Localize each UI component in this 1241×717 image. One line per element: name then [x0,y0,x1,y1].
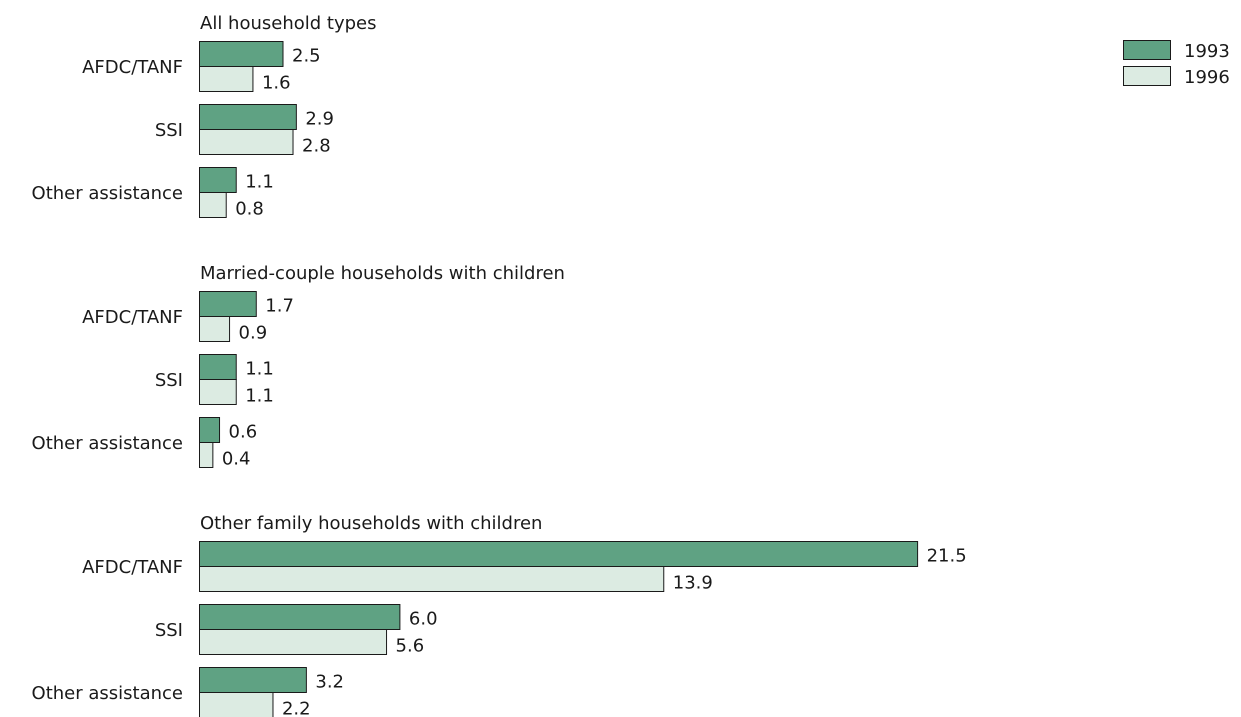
bar-1996 [199,692,274,717]
bar-1993 [199,291,257,317]
legend: 1993 1996 [1123,40,1230,88]
panel-title: Married-couple households with children [200,263,565,284]
data-label: 3.2 [315,672,344,693]
chart-panel: Married-couple households with children A… [32,263,565,470]
chart-panel: Other family households with children AFD… [32,513,967,717]
data-label: 2.2 [282,699,311,717]
data-label: 2.5 [292,46,321,67]
chart-panels: All household types AFDC/TANF 2.51.6 SSI 2.9… [32,13,967,717]
legend-swatch-1993 [1123,40,1171,60]
bar-1993 [199,417,221,443]
legend-label: 1993 [1184,41,1230,62]
bar-1993 [199,541,919,567]
bar-1996 [199,192,227,218]
category-label: SSI [155,120,183,141]
data-label: 0.6 [229,422,258,443]
data-label: 1.1 [245,386,274,407]
data-label: 13.9 [673,573,713,594]
bar-1993 [199,167,237,193]
bar-1993 [199,354,237,380]
bar-1996 [199,316,231,342]
legend-swatch-1996 [1123,66,1171,86]
category-label: AFDC/TANF [82,557,183,578]
data-label: 1.7 [265,296,294,317]
data-label: 21.5 [927,546,967,567]
data-label: 0.9 [239,323,268,344]
bar-1996 [199,129,294,155]
category-label: AFDC/TANF [82,307,183,328]
bar-1996 [199,629,388,655]
bar-1996 [199,379,237,405]
bar-1993 [199,104,297,130]
category-label: Other assistance [32,433,183,454]
category-label: Other assistance [32,683,183,704]
data-label: 1.1 [245,359,274,380]
data-label: 0.8 [235,199,264,220]
panel-title: All household types [200,13,376,34]
bar-1996 [199,442,214,468]
data-label: 2.9 [305,109,334,130]
data-label: 5.6 [396,636,425,657]
category-label: Other assistance [32,183,183,204]
data-label: 1.6 [262,73,291,94]
category-label: SSI [155,370,183,391]
data-label: 0.4 [222,449,251,470]
category-label: SSI [155,620,183,641]
bar-1993 [199,41,284,67]
panel-title: Other family households with children [200,513,542,534]
category-label: AFDC/TANF [82,57,183,78]
data-label: 1.1 [245,172,274,193]
bar-1996 [199,566,665,592]
bar-1993 [199,604,401,630]
chart-panel: All household types AFDC/TANF 2.51.6 SSI 2.9… [32,13,377,220]
bar-1996 [199,66,254,92]
legend-label: 1996 [1184,67,1230,88]
data-label: 2.8 [302,136,331,157]
bar-1993 [199,667,307,693]
data-label: 6.0 [409,609,438,630]
